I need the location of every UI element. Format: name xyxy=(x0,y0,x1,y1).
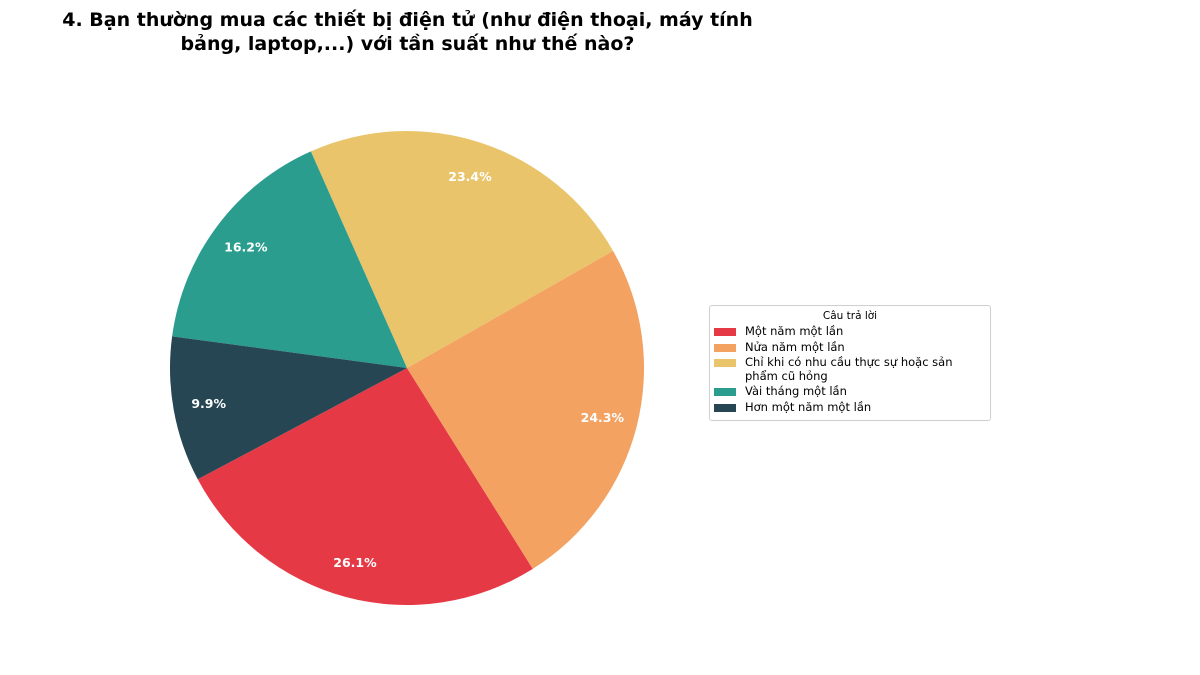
legend-title: Câu trả lời xyxy=(822,310,878,322)
legend-label: Một năm một lần xyxy=(745,324,844,338)
legend-swatch xyxy=(714,403,736,412)
slice-percent-label: 9.9% xyxy=(191,396,226,411)
slice-percent-label: 23.4% xyxy=(448,169,492,184)
legend-swatch xyxy=(714,359,736,367)
legend-label: Chỉ khi có nhu cầu thực sự hoặc sản phẩm… xyxy=(745,355,953,383)
legend-item: Hơn một năm một lần xyxy=(714,399,986,415)
legend-label: Nửa năm một lần xyxy=(745,339,845,354)
legend-label: Hơn một năm một lần xyxy=(745,399,872,414)
pie-slice xyxy=(197,368,533,605)
slice-percent-label: 26.1% xyxy=(333,555,377,570)
legend: Câu trả lời Một năm một lần Nửa năm một … xyxy=(709,305,991,421)
pie-slice xyxy=(172,151,407,368)
chart-title: 4. Bạn thường mua các thiết bị điện tử (… xyxy=(62,9,753,55)
legend-item: Chỉ khi có nhu cầu thực sự hoặc sản phẩm… xyxy=(714,355,986,383)
legend-item: Một năm một lần xyxy=(714,324,986,339)
legend-item: Nửa năm một lần xyxy=(714,339,986,355)
legend-swatch xyxy=(714,388,736,396)
slice-percent-label: 16.2% xyxy=(224,240,268,255)
slice-percent-label: 24.3% xyxy=(581,410,625,425)
legend-label: Vài tháng một lần xyxy=(745,384,847,398)
pie-slice xyxy=(170,336,407,480)
legend-swatch xyxy=(714,328,736,336)
pie-slice xyxy=(310,131,614,368)
legend-item: Vài tháng một lần xyxy=(714,384,986,399)
pie-slice xyxy=(407,250,644,569)
legend-swatch xyxy=(714,343,736,352)
